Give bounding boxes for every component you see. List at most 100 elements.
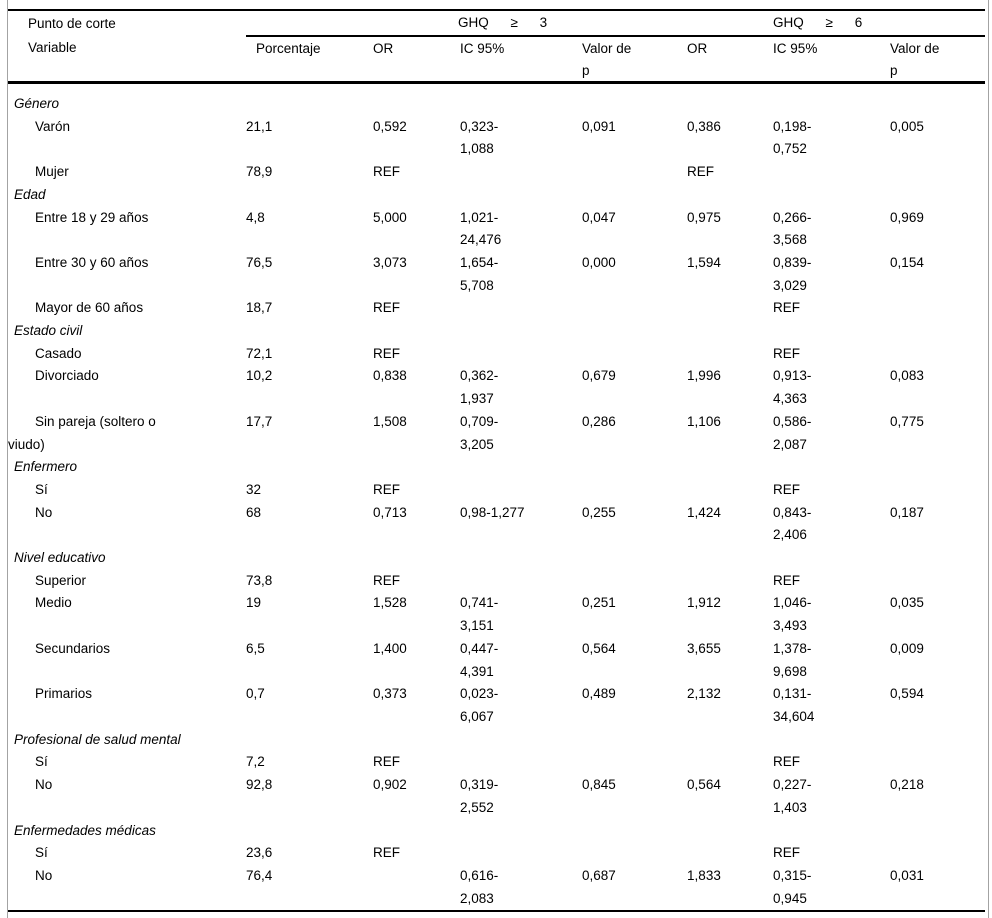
cell-porcentaje: 92,8 xyxy=(246,777,273,793)
cell-ic95-ghq6: 1,378- 9,698 xyxy=(773,640,812,679)
column-header-valor-p-ghq6: Valor de p xyxy=(890,36,986,84)
cell-valor-p-ghq6: 0,005 xyxy=(890,118,924,134)
cell-or-ghq3: 1,508 xyxy=(373,413,407,429)
table-row: Mayor de 60 años 18,7 REF REF xyxy=(8,297,985,320)
cell-valor-p-ghq3 xyxy=(582,842,687,865)
cell-ic95-ghq6: 1,046- 3,493 xyxy=(773,595,812,634)
row-label: Sí xyxy=(35,845,48,861)
cell-ic95-ghq3: 0,447- 4,391 xyxy=(460,640,499,679)
row-label: Sí xyxy=(35,481,48,497)
cell-or-ghq6: 0,386 xyxy=(687,118,721,134)
section-label: Edad xyxy=(14,186,46,202)
row-label: Entre 18 y 29 años xyxy=(35,209,149,225)
cell-or-ghq6 xyxy=(687,570,773,593)
group-header-ghq3: GHQ ≥ 3 xyxy=(246,9,688,37)
table-row: Entre 30 y 60 años 76,5 3,073 1,654- 5,708 0… xyxy=(8,252,985,297)
cell-valor-p-ghq3: 0,679 xyxy=(582,368,616,384)
section-row: Nivel educativo xyxy=(8,547,985,570)
cell-valor-p-ghq6 xyxy=(890,161,985,184)
cell-or-ghq6 xyxy=(687,842,773,865)
table-row: Sí 32 REF REF xyxy=(8,479,985,502)
cell-ic95-ghq6: REF xyxy=(773,845,801,861)
table-row: Primarios 0,7 0,373 0,023- 6,067 0,489 2,132 0… xyxy=(8,683,985,728)
cell-porcentaje: 7,2 xyxy=(246,754,265,770)
row-label: Secundarios xyxy=(35,640,111,656)
cell-or-ghq6: 2,132 xyxy=(687,686,721,702)
table-row: Superior 73,8 REF REF xyxy=(8,570,985,593)
cell-ic95-ghq3: 0,362- 1,937 xyxy=(460,368,499,407)
section-row: Género xyxy=(8,83,985,116)
cell-ic95-ghq3: 1,021- 24,476 xyxy=(460,209,502,248)
cell-or-ghq3: 0,592 xyxy=(373,118,407,134)
cell-porcentaje: 78,9 xyxy=(246,164,273,180)
cell-valor-p-ghq3 xyxy=(582,161,687,184)
cell-valor-p-ghq6: 0,009 xyxy=(890,640,924,656)
cell-ic95-ghq3 xyxy=(460,479,582,502)
section-label: Enfermedades médicas xyxy=(14,822,156,838)
table-row: No 68 0,713 0,98-1,277 0,255 1,424 0,843- 2,40… xyxy=(8,502,985,547)
column-header-valor-p-ghq3: Valor de p xyxy=(582,36,688,84)
cell-ic95-ghq6: 0,843- 2,406 xyxy=(773,504,812,543)
cell-valor-p-ghq3: 0,047 xyxy=(582,209,616,225)
table-row: Secundarios 6,5 1,400 0,447- 4,391 0,564 3,65… xyxy=(8,638,985,683)
cell-valor-p-ghq6: 0,187 xyxy=(890,504,924,520)
row-label: Primarios xyxy=(35,686,93,702)
cell-porcentaje: 10,2 xyxy=(246,368,273,384)
table-row: Sí 23,6 REF REF xyxy=(8,842,985,865)
cell-ic95-ghq3 xyxy=(460,570,582,593)
cell-valor-p-ghq6 xyxy=(890,297,985,320)
cell-valor-p-ghq6: 0,035 xyxy=(890,595,924,611)
cell-or-ghq3: REF xyxy=(373,845,400,861)
cell-valor-p-ghq6 xyxy=(890,479,985,502)
cell-ic95-ghq6: REF xyxy=(773,300,801,316)
row-label: Divorciado xyxy=(35,368,99,384)
cell-valor-p-ghq3 xyxy=(582,479,687,502)
section-label: Nivel educativo xyxy=(14,550,106,566)
cell-ic95-ghq3 xyxy=(460,751,582,774)
cell-valor-p-ghq3 xyxy=(582,297,687,320)
cell-porcentaje: 76,5 xyxy=(246,254,273,270)
cell-porcentaje: 21,1 xyxy=(246,118,273,134)
cell-porcentaje: 6,5 xyxy=(246,640,265,656)
cell-or-ghq3: REF xyxy=(373,572,400,588)
table-row: No 76,4 0,616- 2,083 0,687 1,833 0,315- 0,945… xyxy=(8,865,985,911)
cell-ic95-ghq6: 0,913- 4,363 xyxy=(773,368,812,407)
cell-valor-p-ghq3: 0,845 xyxy=(582,777,616,793)
cell-ic95-ghq6: 0,131- 34,604 xyxy=(773,686,815,724)
cell-or-ghq6 xyxy=(687,751,773,774)
cell-ic95-ghq6: 0,266- 3,568 xyxy=(773,209,812,248)
cell-valor-p-ghq3: 0,255 xyxy=(582,504,616,520)
row-label: Medio xyxy=(35,595,72,611)
section-row: Enfermero xyxy=(8,456,985,479)
row-label: Sin pareja (soltero o viudo) xyxy=(8,413,156,452)
cell-porcentaje: 23,6 xyxy=(246,845,273,861)
row-label: No xyxy=(35,504,53,520)
cell-valor-p-ghq6: 0,083 xyxy=(890,368,924,384)
cell-valor-p-ghq3 xyxy=(582,343,687,366)
cell-ic95-ghq6: 0,586- 2,087 xyxy=(773,413,812,452)
cell-or-ghq6: 1,594 xyxy=(687,254,721,270)
cell-or-ghq6: 1,424 xyxy=(687,504,721,520)
cell-ic95-ghq3 xyxy=(460,297,582,320)
table-row: Entre 18 y 29 años 4,8 5,000 1,021- 24,476 0… xyxy=(8,207,985,252)
table-row: Medio 19 1,528 0,741- 3,151 0,251 1,912 1,046-… xyxy=(8,592,985,637)
cell-porcentaje: 76,4 xyxy=(246,867,273,883)
cell-porcentaje: 68 xyxy=(246,504,262,520)
cell-valor-p-ghq6 xyxy=(890,570,985,593)
group-header-row: Punto de corte GHQ ≥ 3 GHQ ≥ 6 xyxy=(8,9,986,37)
corner-label-punto-de-corte: Punto de corte xyxy=(8,9,246,36)
cell-ic95-ghq3: 0,741- 3,151 xyxy=(460,595,499,634)
cell-or-ghq6: 1,912 xyxy=(687,595,721,611)
column-header-row: Variable Porcentaje OR IC 95% Valor de p OR I… xyxy=(8,36,986,84)
row-label: No xyxy=(35,777,53,793)
cell-or-ghq3: REF xyxy=(373,300,400,316)
cell-ic95-ghq6: REF xyxy=(773,754,801,770)
cell-valor-p-ghq3: 0,564 xyxy=(582,640,616,656)
group-header-ghq6: GHQ ≥ 6 xyxy=(687,9,986,37)
cell-or-ghq6 xyxy=(687,479,773,502)
column-header-variable: Variable xyxy=(8,36,246,84)
cell-or-ghq6: 1,833 xyxy=(687,867,721,883)
row-label: No xyxy=(35,867,53,883)
cell-valor-p-ghq3: 0,286 xyxy=(582,413,616,429)
cell-or-ghq6: 0,975 xyxy=(687,209,721,225)
